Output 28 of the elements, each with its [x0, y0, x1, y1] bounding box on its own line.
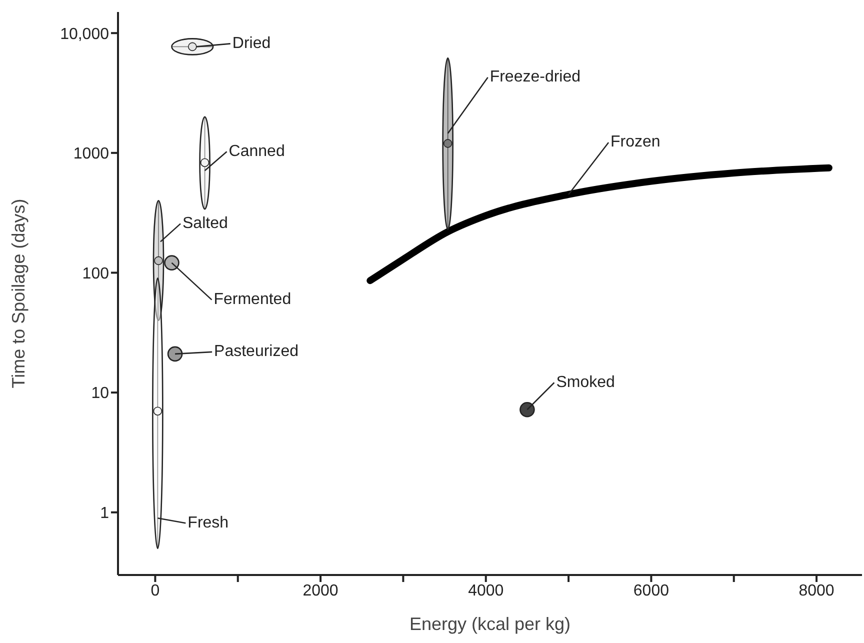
y-tick-label: 10,000 — [60, 26, 110, 43]
point — [154, 256, 163, 266]
legend-label: Dried — [232, 34, 271, 52]
text: Freeze-dried — [490, 68, 581, 86]
y-tick-label: 1000 — [73, 146, 110, 163]
y-tick-label: 10 — [91, 385, 110, 402]
point — [200, 158, 210, 168]
text: Fermented — [214, 291, 292, 308]
legend-label: Canned — [228, 142, 285, 160]
y-tick-label: 1 — [100, 505, 110, 522]
point — [153, 406, 162, 416]
legend-label: Salted — [182, 214, 228, 232]
x-tick-label: 2000 — [302, 582, 338, 600]
series-label: Smoked — [556, 374, 615, 391]
legend-label: Fresh — [188, 514, 229, 532]
point — [520, 402, 535, 418]
point — [164, 255, 180, 270]
y-tick-label: 100 — [82, 265, 110, 282]
legend-label: Pasteurized — [214, 343, 299, 360]
x-tick-label: 4000 — [468, 582, 504, 600]
series-label: Frozen — [610, 134, 660, 151]
x-tick-label: 0 — [150, 582, 160, 600]
x-tick-label: 8000 — [798, 582, 834, 600]
x-tick-label: 6000 — [633, 582, 670, 600]
point — [167, 346, 183, 362]
y-axis-title: Time to Spoilage (days) — [8, 198, 28, 388]
x-axis-title: Energy (kcal per kg) — [409, 614, 571, 634]
point — [443, 139, 452, 148]
